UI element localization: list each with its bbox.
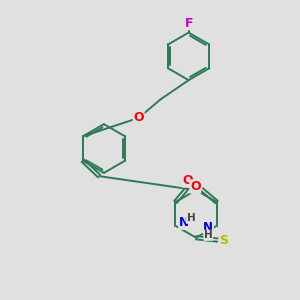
Text: H: H [204, 230, 213, 240]
Text: O: O [183, 174, 193, 187]
Text: N: N [179, 216, 189, 229]
Text: O: O [190, 180, 201, 193]
Text: S: S [220, 234, 229, 247]
Text: F: F [184, 16, 193, 30]
Text: O: O [134, 111, 144, 124]
Text: N: N [203, 221, 213, 234]
Text: H: H [187, 213, 195, 224]
